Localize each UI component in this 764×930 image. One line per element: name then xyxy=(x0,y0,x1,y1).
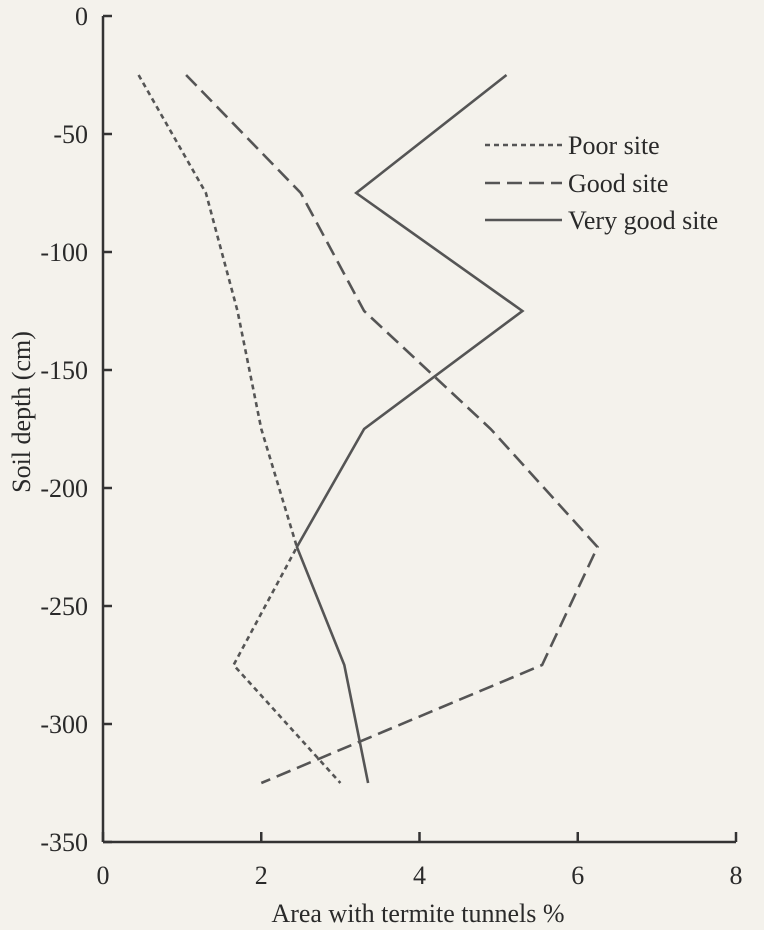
x-tick-label: 2 xyxy=(255,861,268,890)
y-tick-label: -300 xyxy=(40,710,88,739)
x-tick-label: 8 xyxy=(730,861,743,890)
y-tick-label: -50 xyxy=(53,120,88,149)
y-tick-label: -150 xyxy=(40,356,88,385)
x-tick-label: 4 xyxy=(413,861,426,890)
x-tick-label: 6 xyxy=(571,861,584,890)
legend-label: Good site xyxy=(568,169,668,198)
series-line-good-site xyxy=(185,74,600,785)
legend-label: Very good site xyxy=(568,206,718,235)
series-line-very-good-site xyxy=(295,73,525,784)
x-ticks: 0 2 4 6 8 xyxy=(97,832,743,890)
legend: Poor site Good site Very good site xyxy=(485,131,718,235)
y-tick-label: 0 xyxy=(75,2,88,31)
y-tick-label: -250 xyxy=(40,592,88,621)
y-tick-label: -200 xyxy=(40,474,88,503)
y-tick-label: -100 xyxy=(40,238,88,267)
series-line-poor-site xyxy=(137,74,342,784)
y-ticks: 0 -50 -100 -150 -200 -250 -300 -350 xyxy=(40,2,112,857)
y-axis-title: Soil depth (cm) xyxy=(7,331,36,493)
legend-label: Poor site xyxy=(568,131,660,160)
x-tick-label: 0 xyxy=(97,861,110,890)
x-axis-title: Area with termite tunnels % xyxy=(271,899,564,928)
series-group xyxy=(137,73,600,785)
y-tick-label: -350 xyxy=(40,828,88,857)
